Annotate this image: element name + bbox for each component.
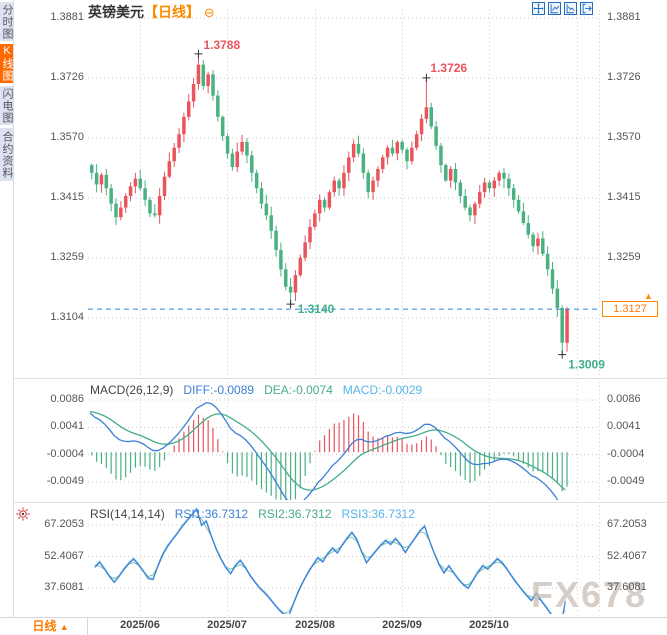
period-dropdown[interactable]: 日线 ▲	[14, 618, 88, 635]
price-axis-label: 1.3881	[607, 11, 641, 23]
indicator-value-label: DEA:-0.0074	[264, 383, 333, 397]
dropdown-arrow-icon: ▲	[59, 622, 69, 632]
sidebar-tab-lightning[interactable]: 闪电图	[0, 86, 13, 125]
date-axis-label: 2025/06	[120, 619, 160, 631]
collapse-circle-icon[interactable]: ⊖	[203, 5, 215, 20]
macd-axis-label: 0.0041	[50, 420, 84, 433]
date-axis-label: 2025/09	[382, 619, 422, 631]
symbol-name: 英镑美元	[88, 4, 144, 20]
price-axis-label: 1.3726	[607, 70, 641, 83]
macd-header: MACD(26,12,9) DIFF:-0.0089 DEA:-0.0074 MACD…	[90, 383, 432, 397]
date-axis-label: 2025/07	[207, 619, 247, 631]
price-axis-label: 1.3726	[50, 70, 84, 83]
chart-toolbar	[532, 2, 593, 15]
price-marker-arrow-icon: ▲	[644, 291, 653, 302]
indicator-value-label: RSI3:36.7312	[341, 507, 415, 521]
macd-axis-label: -0.0049	[46, 474, 84, 487]
date-axis-label: 2025/08	[295, 619, 335, 631]
macd-axis-label: -0.0049	[607, 474, 645, 487]
exit-chart-icon[interactable]	[580, 2, 593, 15]
macd-axis-label: 0.0041	[607, 420, 641, 433]
indicator-settings-icon[interactable]	[16, 507, 30, 521]
indicator-value-label: MACD(26,12,9)	[90, 383, 174, 397]
indicator-value-label: MACD:-0.0029	[342, 383, 423, 397]
y-axis-scale-icon[interactable]	[548, 2, 561, 15]
chart-title: 英镑美元【日线】 ⊖	[88, 2, 215, 22]
indicator-value-label: RSI(14,14,14)	[90, 507, 165, 521]
price-annotation: 1.3788	[203, 38, 240, 52]
macd-axis-label: -0.0004	[607, 447, 645, 460]
rsi-axis-label: 52.4067	[44, 549, 84, 562]
price-axis-label: 1.3104	[50, 311, 84, 323]
price-annotation: 1.3726	[430, 61, 467, 75]
rsi-axis-label: 52.4067	[607, 549, 647, 562]
sidebar-tab-contract-info[interactable]: 合约资料	[0, 128, 13, 181]
price-axis-label: 1.3259	[50, 251, 84, 264]
price-axis-label: 1.3570	[50, 131, 84, 144]
chart-type-sidebar: 分时图 K线图 闪电图 合约资料	[0, 0, 14, 635]
indicator-value-label: DIFF:-0.0089	[183, 383, 255, 397]
current-price-tag: 1.3127	[602, 301, 658, 318]
time-axis-bar: 日线 ▲	[0, 617, 667, 635]
rsi-axis-label: 67.2053	[607, 518, 647, 530]
date-axis-label: 2025/10	[469, 619, 509, 631]
price-axis-label: 1.3415	[50, 190, 84, 203]
price-axis-label: 1.3881	[50, 11, 84, 23]
x-axis-scale-icon[interactable]	[564, 2, 577, 15]
sidebar-tab-candlestick[interactable]: K线图	[0, 44, 13, 83]
macd-axis-label: -0.0004	[46, 447, 84, 460]
price-axis-label: 1.3570	[607, 131, 641, 144]
rsi-header: RSI(14,14,14) RSI1:36.7312 RSI2:36.7312 RSI…	[90, 507, 425, 521]
rsi-axis-label: 37.6081	[607, 581, 647, 593]
price-annotation: 1.3140	[298, 302, 335, 316]
indicator-value-label: RSI1:36.7312	[174, 507, 249, 521]
price-axis-label: 1.3415	[607, 190, 641, 203]
sidebar-tab-timeline[interactable]: 分时图	[0, 2, 13, 41]
rsi-axis-label: 67.2053	[44, 518, 84, 530]
price-annotation: 1.3009	[568, 358, 605, 372]
macd-axis-label: 0.0086	[607, 393, 641, 405]
crosshair-tool-icon[interactable]	[532, 2, 545, 15]
rsi-axis-label: 37.6081	[44, 581, 84, 593]
price-axis-label: 1.3259	[607, 251, 641, 264]
macd-axis-label: 0.0086	[50, 393, 84, 405]
period-tag: 【日线】	[144, 4, 200, 20]
indicator-value-label: RSI2:36.7312	[258, 507, 332, 521]
period-dropdown-label: 日线	[32, 619, 57, 633]
